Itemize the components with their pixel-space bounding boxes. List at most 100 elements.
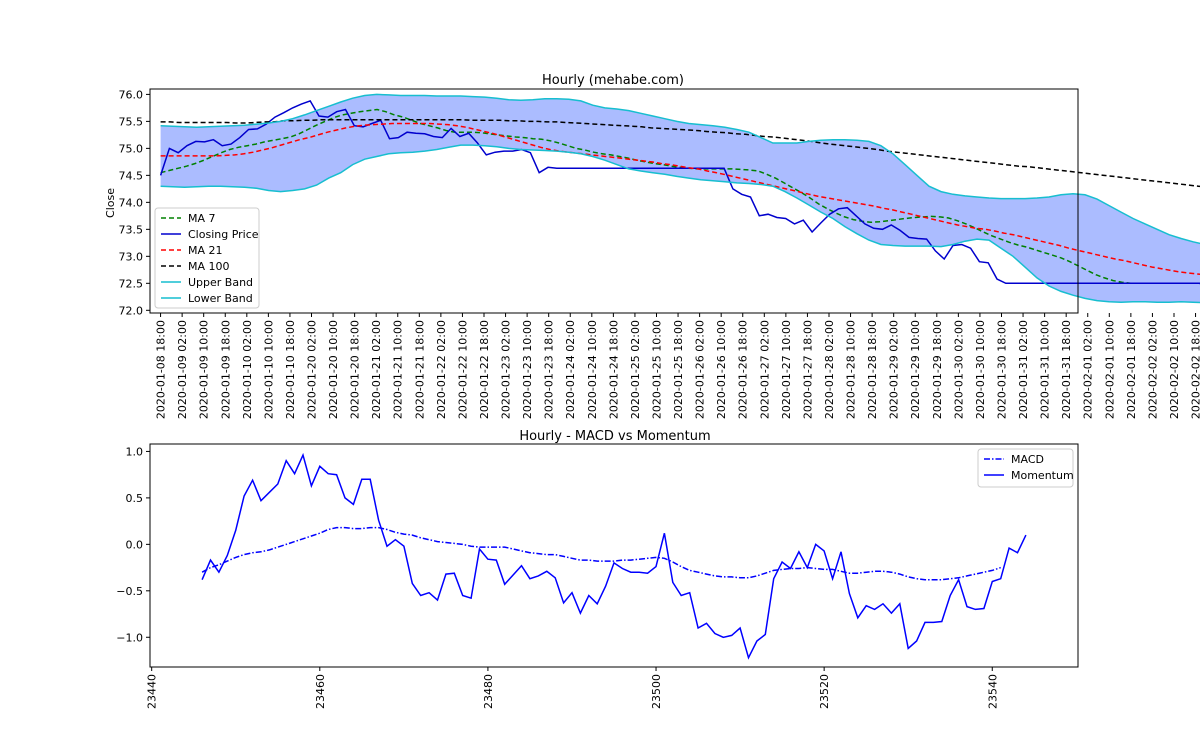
x-tick-label: 2020-01-09 02:00 <box>176 320 189 419</box>
y-tick-label: 76.0 <box>119 88 144 101</box>
x-tick-label: 2020-02-02 10:00 <box>1168 320 1181 419</box>
x-tick-label: 2020-01-09 18:00 <box>219 320 232 419</box>
legend-label-closing-price: Closing Price <box>188 228 259 241</box>
macd-legend: MACD Momentum <box>977 448 1074 488</box>
x-tick-label: 2020-01-10 02:00 <box>241 320 254 419</box>
price-chart-title: Hourly (mehabe.com) <box>542 73 684 88</box>
y-tick-label: 72.5 <box>119 277 144 290</box>
legend-label-macd: MACD <box>1011 453 1044 466</box>
price-chart-frame <box>149 88 1079 314</box>
macd-chart: Hourly - MACD vs Momentum −1.0 −0.5 0.0 0.5… <box>116 429 1079 709</box>
y-tick-label: 0.5 <box>126 492 144 505</box>
x-tick-label: 2020-01-31 02:00 <box>1017 320 1030 419</box>
series-line-ma-21 <box>160 122 1200 276</box>
x-tick-label: 2020-01-21 18:00 <box>413 320 426 419</box>
x-tick-label: 23540 <box>986 674 999 709</box>
x-tick-label: 2020-02-01 18:00 <box>1125 320 1138 419</box>
legend-label-ma21: MA 21 <box>188 244 223 257</box>
x-tick-label: 2020-01-27 18:00 <box>801 320 814 419</box>
price-chart: Hourly (mehabe.com) Close 72.0 72.5 73.0 73… <box>104 73 1200 419</box>
x-tick-label: 2020-01-21 02:00 <box>370 320 383 419</box>
x-tick-label: 2020-01-24 18:00 <box>607 320 620 419</box>
band-area <box>160 94 1200 303</box>
y-tick-label: 1.0 <box>126 445 144 458</box>
legend-label-ma7: MA 7 <box>188 212 216 225</box>
x-tick-label: 2020-01-26 10:00 <box>715 320 728 419</box>
series-line-momentum <box>201 452 1027 660</box>
x-tick-label: 2020-01-25 10:00 <box>651 320 664 419</box>
x-tick-label: 2020-01-24 10:00 <box>586 320 599 419</box>
price-legend-box <box>154 207 260 309</box>
x-tick-label: 2020-01-27 10:00 <box>780 320 793 419</box>
x-tick-label: 2020-01-10 10:00 <box>262 320 275 419</box>
macd-legend-box <box>977 448 1074 488</box>
x-tick-label: 2020-02-02 02:00 <box>1146 320 1159 419</box>
y-tick-label: 75.5 <box>119 115 144 128</box>
x-tick-label: 2020-01-26 02:00 <box>694 320 707 419</box>
legend-label-ma100: MA 100 <box>188 260 230 273</box>
series-line-ma-100 <box>160 119 1200 188</box>
x-tick-label: 2020-02-02 18:00 <box>1190 320 1200 419</box>
price-chart-ylabel: Close <box>104 188 117 218</box>
x-tick-label: 23520 <box>818 674 831 709</box>
x-tick-label: 2020-01-29 10:00 <box>909 320 922 419</box>
legend-label-upper-band: Upper Band <box>188 276 253 289</box>
x-tick-label: 2020-01-22 02:00 <box>435 320 448 419</box>
y-tick-label: 72.0 <box>119 304 144 317</box>
x-tick-label: 2020-01-28 10:00 <box>845 320 858 419</box>
series-line-upper-band <box>160 93 1200 245</box>
y-tick-label: 75.0 <box>119 142 144 155</box>
x-tick-label: 2020-01-22 18:00 <box>478 320 491 419</box>
x-tick-label: 2020-01-28 02:00 <box>823 320 836 419</box>
x-tick-label: 2020-01-08 18:00 <box>155 320 168 419</box>
x-tick-label: 2020-01-20 02:00 <box>306 320 319 419</box>
x-tick-label: 23500 <box>650 674 663 709</box>
x-tick-label: 23480 <box>482 674 495 709</box>
price-x-ticks: 2020-01-08 18:00 2020-01-09 02:00 2020-01-… <box>155 313 1200 419</box>
x-tick-label: 2020-01-30 10:00 <box>974 320 987 419</box>
y-tick-label: 73.0 <box>119 250 144 263</box>
macd-x-ticks: 23440 23460 23480 23500 23520 23540 <box>146 667 999 709</box>
x-tick-label: 2020-01-29 02:00 <box>888 320 901 419</box>
x-tick-label: 2020-01-30 18:00 <box>996 320 1009 419</box>
price-series-lines <box>159 93 1200 304</box>
price-legend: MA 7 Closing Price MA 21 MA 100 Upper Ba… <box>154 207 260 309</box>
x-tick-label: 2020-01-09 10:00 <box>198 320 211 419</box>
x-tick-label: 2020-01-21 10:00 <box>392 320 405 419</box>
x-tick-label: 2020-01-24 02:00 <box>564 320 577 419</box>
x-tick-label: 2020-01-23 02:00 <box>500 320 513 419</box>
x-tick-label: 23440 <box>146 674 159 709</box>
x-tick-label: 2020-01-29 18:00 <box>931 320 944 419</box>
y-tick-label: 0.0 <box>126 538 144 551</box>
macd-chart-frame <box>149 443 1079 668</box>
x-tick-label: 2020-02-01 02:00 <box>1082 320 1095 419</box>
y-tick-label: −1.0 <box>116 631 143 644</box>
x-tick-label: 2020-02-01 10:00 <box>1103 320 1116 419</box>
bollinger-band-fill <box>160 94 1200 303</box>
x-tick-label: 2020-01-25 18:00 <box>672 320 685 419</box>
x-tick-label: 2020-01-30 02:00 <box>952 320 965 419</box>
price-y-ticks: 72.0 72.5 73.0 73.5 74.0 74.5 75.0 75.5 76.0 <box>119 88 150 317</box>
series-line-macd <box>201 526 1001 581</box>
x-tick-label: 2020-01-31 18:00 <box>1060 320 1073 419</box>
x-tick-label: 23460 <box>314 674 327 709</box>
macd-series-lines <box>201 452 1027 660</box>
x-tick-label: 2020-01-23 18:00 <box>543 320 556 419</box>
macd-chart-title: Hourly - MACD vs Momentum <box>519 429 710 444</box>
x-tick-label: 2020-01-28 18:00 <box>866 320 879 419</box>
x-tick-label: 2020-01-20 10:00 <box>327 320 340 419</box>
legend-label-lower-band: Lower Band <box>188 292 253 305</box>
legend-label-momentum: Momentum <box>1011 469 1074 482</box>
macd-y-ticks: −1.0 −0.5 0.0 0.5 1.0 <box>116 445 150 644</box>
x-tick-label: 2020-01-23 10:00 <box>521 320 534 419</box>
y-tick-label: 74.5 <box>119 169 144 182</box>
x-tick-label: 2020-01-27 02:00 <box>758 320 771 419</box>
x-tick-label: 2020-01-20 18:00 <box>349 320 362 419</box>
series-line-lower-band <box>160 144 1200 304</box>
y-tick-label: −0.5 <box>116 585 143 598</box>
x-tick-label: 2020-01-31 10:00 <box>1039 320 1052 419</box>
x-tick-label: 2020-01-22 10:00 <box>456 320 469 419</box>
y-tick-label: 74.0 <box>119 196 144 209</box>
x-tick-label: 2020-01-10 18:00 <box>284 320 297 419</box>
